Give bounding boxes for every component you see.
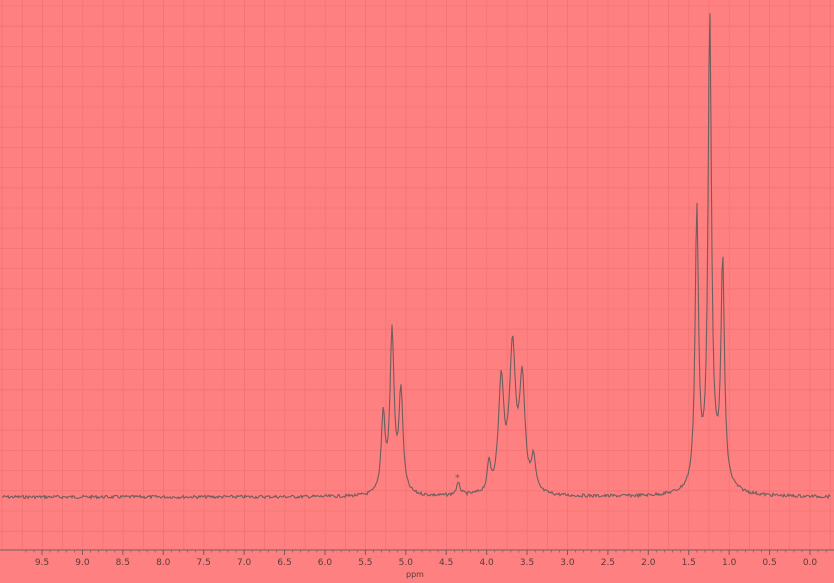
spectrum-line bbox=[1, 13, 831, 500]
x-axis-title: ppm bbox=[406, 570, 424, 579]
x-tick-label: 6.0 bbox=[318, 558, 333, 568]
x-tick-label: 2.5 bbox=[601, 558, 615, 568]
x-tick-label: 1.5 bbox=[682, 558, 696, 568]
x-axis: 9.5 9.0 8.5 8.0 7.5 7.0 6.5 6.0 5.5 5.0 4.5 4.0 3.5 3… bbox=[0, 549, 834, 568]
x-tick-label: 8.5 bbox=[116, 558, 130, 568]
x-tick-label: 6.5 bbox=[277, 558, 291, 568]
peak-annotations: * bbox=[455, 473, 460, 484]
spectrum-trace bbox=[1, 13, 831, 500]
x-tick-label: 3.0 bbox=[560, 558, 575, 568]
x-tick-label: 9.0 bbox=[75, 558, 90, 568]
x-tick-label: 5.5 bbox=[358, 558, 372, 568]
x-tick-label: 2.0 bbox=[641, 558, 656, 568]
grid-lines bbox=[0, 0, 834, 550]
x-tick-label: 4.0 bbox=[479, 558, 494, 568]
x-tick-label: 9.5 bbox=[35, 558, 49, 568]
x-tick-label: 8.0 bbox=[156, 558, 171, 568]
x-tick-label: 0.5 bbox=[762, 558, 776, 568]
x-tick-label: 5.0 bbox=[399, 558, 414, 568]
x-tick-label: 4.5 bbox=[439, 558, 453, 568]
x-tick-label: 3.5 bbox=[520, 558, 534, 568]
x-tick-label: 7.5 bbox=[197, 558, 211, 568]
x-tick-label: 7.0 bbox=[237, 558, 252, 568]
x-tick-label: 1.0 bbox=[722, 558, 737, 568]
x-tick-label: 0.0 bbox=[803, 558, 818, 568]
peak-annotation: * bbox=[455, 473, 460, 484]
